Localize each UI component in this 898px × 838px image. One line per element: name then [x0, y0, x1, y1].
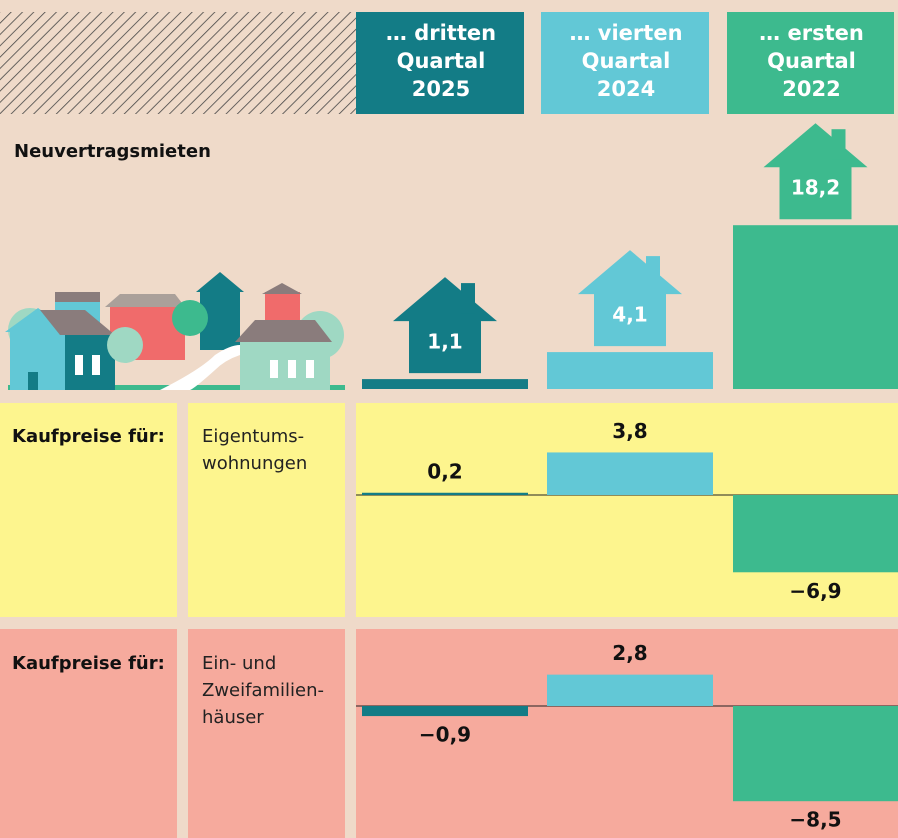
- value-label: 2,8: [612, 641, 647, 665]
- column-header-text: Quartal: [397, 49, 486, 73]
- value-label: 18,2: [791, 176, 840, 200]
- column-header-text: Quartal: [582, 49, 671, 73]
- bar: [362, 492, 528, 495]
- column-header: [541, 12, 709, 114]
- row-bg: [188, 629, 345, 838]
- bar: [547, 674, 713, 706]
- column-header: [356, 12, 524, 114]
- row-subtitle: Zweifamilien-: [202, 680, 324, 701]
- row-bg: [0, 629, 177, 838]
- bar: [547, 352, 713, 389]
- bar: [733, 225, 898, 389]
- row-subtitle: häuser: [202, 707, 264, 728]
- house-chimney: [646, 256, 660, 287]
- house-chimney: [461, 283, 475, 314]
- row-subtitle: Eigentums-: [202, 426, 304, 447]
- house-chimney: [831, 129, 846, 160]
- house-icon: [393, 277, 497, 374]
- column-header-text: 2025: [412, 77, 470, 101]
- row-title: Neuvertragsmieten: [14, 141, 211, 162]
- bar: [733, 706, 898, 802]
- column-header: [727, 12, 894, 114]
- bar: [733, 495, 898, 573]
- value-label: 1,1: [427, 330, 462, 354]
- village-illustration: [5, 272, 345, 390]
- house-icon: [763, 123, 868, 220]
- value-label: 0,2: [427, 459, 462, 483]
- row-title: Kaufpreise für:: [12, 426, 165, 447]
- row-subtitle: wohnungen: [202, 453, 307, 474]
- column-header-text: … dritten: [386, 21, 496, 45]
- column-header-text: … ersten: [759, 21, 864, 45]
- value-label: 3,8: [612, 419, 647, 443]
- column-header-text: 2022: [782, 77, 840, 101]
- house-icon: [578, 250, 682, 347]
- bar: [362, 379, 528, 389]
- column-header-text: Quartal: [767, 49, 856, 73]
- column-header-text: 2024: [597, 77, 655, 101]
- value-label: −0,9: [419, 723, 471, 747]
- value-label: −6,9: [789, 579, 841, 603]
- row-bg: [0, 403, 177, 617]
- bar: [362, 706, 528, 717]
- row-bg: [188, 403, 345, 617]
- value-label: −8,5: [789, 808, 841, 832]
- bar: [547, 452, 713, 495]
- value-label: 4,1: [612, 303, 647, 327]
- row-subtitle: Ein- und: [202, 653, 276, 674]
- hatch-area: [0, 12, 357, 114]
- column-header-text: … vierten: [569, 21, 682, 45]
- row-title: Kaufpreise für:: [12, 653, 165, 674]
